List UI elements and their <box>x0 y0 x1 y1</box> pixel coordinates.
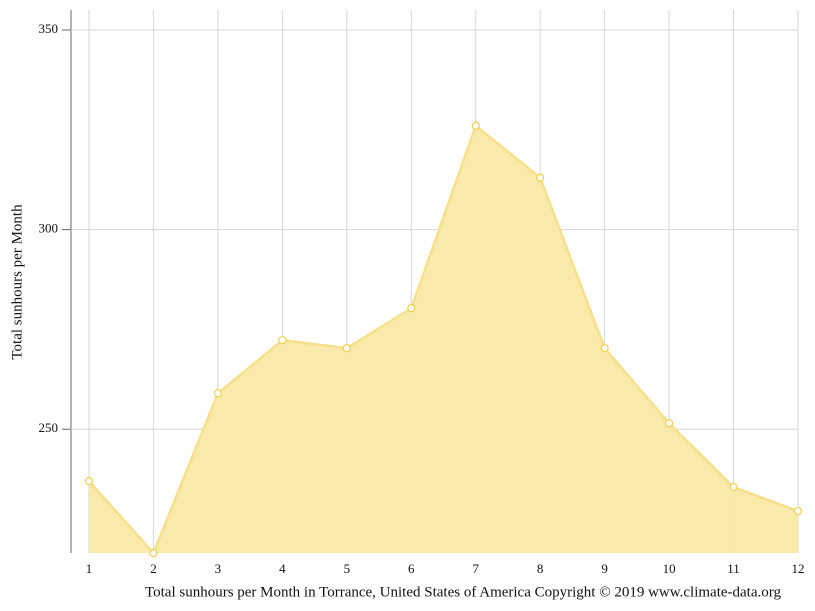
point <box>407 304 416 313</box>
y-tick-label: 350 <box>39 21 59 36</box>
point <box>664 419 674 428</box>
area <box>89 125 798 553</box>
point <box>471 121 480 130</box>
line <box>88 123 799 556</box>
x-tick-label: 9 <box>601 561 608 576</box>
x-tick-label: 12 <box>792 561 805 576</box>
x-tick-label: 7 <box>472 561 479 576</box>
y-axis-label: Total sunhours per Month <box>9 204 25 360</box>
x-tick-label: 2 <box>150 561 157 576</box>
x-tick-label: 5 <box>344 561 351 576</box>
x-tick-label: 3 <box>215 561 222 576</box>
x-tick-label: 4 <box>279 561 286 576</box>
x-tick-label: 10 <box>663 561 676 576</box>
point <box>213 389 223 398</box>
point <box>729 483 738 492</box>
x-tick-label: 11 <box>727 561 740 576</box>
point <box>84 477 94 486</box>
x-tick-label: 8 <box>537 561 544 576</box>
point <box>278 336 287 345</box>
y-tick-label: 250 <box>39 420 59 435</box>
point <box>793 506 803 516</box>
point <box>600 344 609 353</box>
point <box>149 548 158 558</box>
x-axis-label: Total sunhours per Month in Torrance, Un… <box>145 584 781 600</box>
point <box>342 344 351 353</box>
y-tick-label: 300 <box>39 221 59 236</box>
x-tick-label: 6 <box>408 561 415 576</box>
point <box>536 173 545 182</box>
x-tick-label: 1 <box>86 561 93 576</box>
